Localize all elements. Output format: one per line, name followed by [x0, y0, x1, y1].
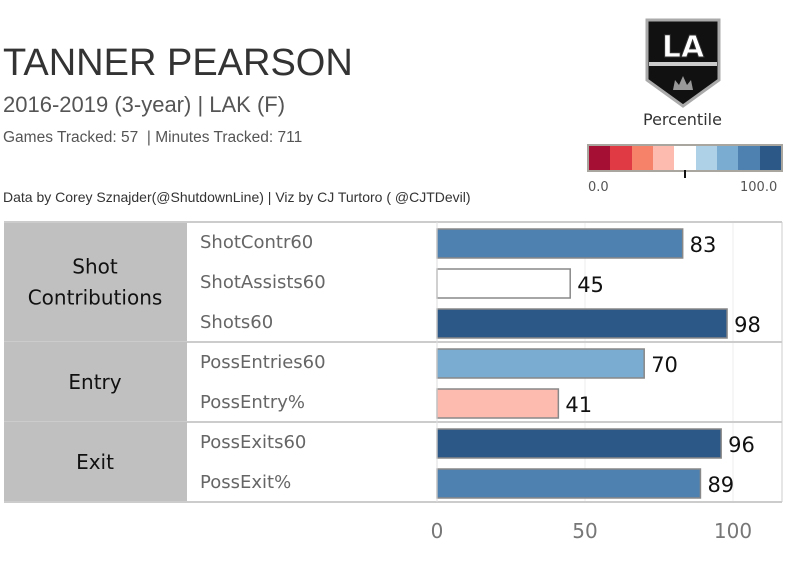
- legend-title: Percentile: [643, 110, 722, 129]
- value-label: 83: [690, 233, 717, 257]
- x-tick-label: 50: [572, 519, 597, 543]
- legend-swatch: [674, 146, 696, 170]
- metric-label: Shots60: [200, 312, 273, 333]
- group-label: Contributions: [28, 286, 163, 310]
- logo-text: LA: [662, 30, 705, 65]
- group-header-cell: [4, 222, 187, 342]
- bar: [436, 308, 728, 339]
- legend-swatch: [759, 146, 781, 170]
- metric-label: ShotContr60: [200, 232, 313, 253]
- bar: [436, 388, 560, 419]
- legend-swatch: [738, 146, 760, 170]
- metric-label: PossEntry%: [200, 392, 305, 413]
- value-label: 45: [577, 273, 604, 297]
- group-label: Shot: [72, 255, 118, 279]
- legend-swatch: [695, 146, 717, 170]
- value-label: 96: [728, 433, 755, 457]
- metric-label: PossExit%: [200, 472, 291, 493]
- legend-swatch: [589, 146, 611, 170]
- color-legend: [587, 144, 783, 172]
- metric-label: ShotAssists60: [200, 272, 326, 293]
- team-logo-icon: LA: [645, 18, 721, 108]
- legend-swatch: [610, 146, 632, 170]
- bar: [436, 228, 684, 259]
- value-label: 41: [565, 393, 592, 417]
- bar: [436, 348, 645, 379]
- legend-min-label: 0.0: [588, 180, 609, 195]
- group-header-cell: [4, 342, 187, 422]
- x-tick-label: 0: [431, 519, 444, 543]
- legend-swatch: [631, 146, 653, 170]
- credit-line: Data by Corey Sznajder(@ShutdownLine) | …: [3, 189, 471, 205]
- value-label: 98: [734, 313, 761, 337]
- bar: [436, 428, 722, 459]
- legend-swatch: [716, 146, 739, 170]
- group-label: Entry: [68, 370, 121, 394]
- value-label: 70: [651, 353, 678, 377]
- bar: [436, 468, 702, 499]
- player-name: TANNER PEARSON: [3, 42, 353, 84]
- legend-max-label: 100.0: [740, 180, 778, 195]
- season-team: 2016-2019 (3-year) | LAK (F): [3, 92, 286, 117]
- x-tick-label: 100: [714, 519, 752, 543]
- group-header-cell: [4, 422, 187, 502]
- metric-label: PossEntries60: [200, 352, 326, 373]
- group-label: Exit: [76, 450, 114, 474]
- metric-label: PossExits60: [200, 432, 306, 453]
- bar: [436, 268, 571, 299]
- tracked-info: Games Tracked: 57 | Minutes Tracked: 711: [3, 129, 303, 146]
- legend-swatch: [652, 146, 675, 170]
- value-label: 89: [707, 473, 734, 497]
- legend-marker: [684, 170, 686, 178]
